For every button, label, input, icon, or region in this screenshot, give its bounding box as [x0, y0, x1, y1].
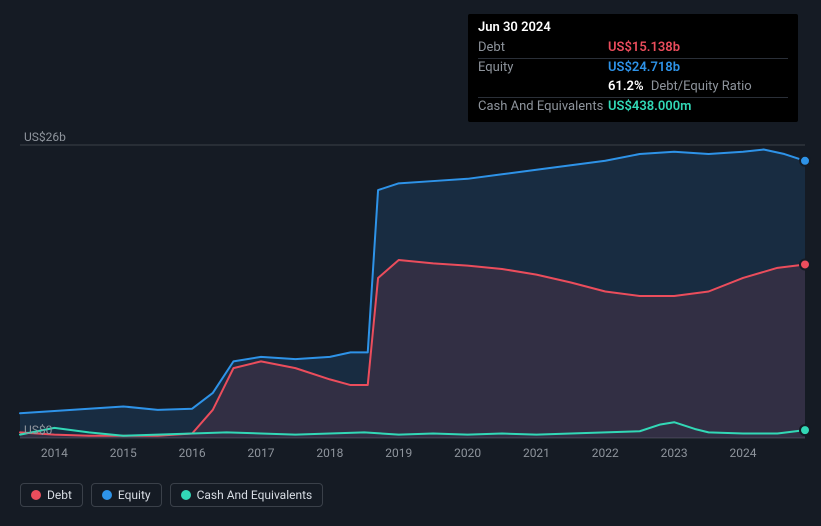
chart-legend: Debt Equity Cash And Equivalents: [20, 483, 323, 507]
x-axis-label: 2023: [661, 446, 688, 460]
legend-item-debt[interactable]: Debt: [20, 483, 83, 507]
tooltip-cash-row: Cash And Equivalents US$438.000m: [478, 98, 788, 117]
tooltip-row-value: US$24.718b: [608, 60, 680, 77]
tooltip-ratio-row: 61.2% Debt/Equity Ratio: [478, 78, 788, 98]
tooltip-ratio-label: Debt/Equity Ratio: [651, 79, 752, 94]
legend-swatch: [102, 490, 112, 500]
x-axis-label: 2017: [248, 446, 275, 460]
tooltip-cash-label: Cash And Equivalents: [478, 99, 608, 116]
x-axis-label: 2024: [730, 446, 757, 460]
tooltip-ratio-spacer: [478, 79, 608, 96]
tooltip-row-label: Equity: [478, 60, 608, 77]
y-axis-label: US$26b: [24, 130, 66, 144]
x-axis-label: 2014: [41, 446, 68, 460]
legend-item-cash[interactable]: Cash And Equivalents: [170, 483, 324, 507]
chart-tooltip: Jun 30 2024 DebtUS$15.138bEquityUS$24.71…: [468, 14, 798, 122]
tooltip-row-label: Debt: [478, 40, 608, 57]
legend-label: Cash And Equivalents: [197, 488, 313, 502]
legend-label: Equity: [118, 488, 151, 502]
x-axis-label: 2020: [454, 446, 481, 460]
x-axis-label: 2019: [385, 446, 412, 460]
tooltip-date: Jun 30 2024: [478, 20, 788, 37]
x-axis-label: 2018: [316, 446, 343, 460]
legend-swatch: [31, 490, 41, 500]
x-axis-label: 2021: [523, 446, 550, 460]
legend-label: Debt: [47, 488, 72, 502]
tooltip-row-value: US$15.138b: [608, 40, 680, 57]
x-axis-label: 2016: [179, 446, 206, 460]
y-axis-label: US$0: [24, 423, 52, 437]
x-axis-label: 2022: [592, 446, 619, 460]
tooltip-cash-value: US$438.000m: [608, 99, 691, 116]
tooltip-row: EquityUS$24.718b: [478, 59, 788, 78]
legend-swatch: [181, 490, 191, 500]
tooltip-rows: DebtUS$15.138bEquityUS$24.718b: [478, 39, 788, 78]
tooltip-ratio-value: 61.2%: [608, 79, 644, 94]
x-axis-label: 2015: [110, 446, 137, 460]
legend-item-equity[interactable]: Equity: [91, 483, 162, 507]
chart-container: Jun 30 2024 DebtUS$15.138bEquityUS$24.71…: [0, 0, 821, 526]
tooltip-row: DebtUS$15.138b: [478, 39, 788, 59]
tooltip-ratio: 61.2% Debt/Equity Ratio: [608, 79, 752, 96]
